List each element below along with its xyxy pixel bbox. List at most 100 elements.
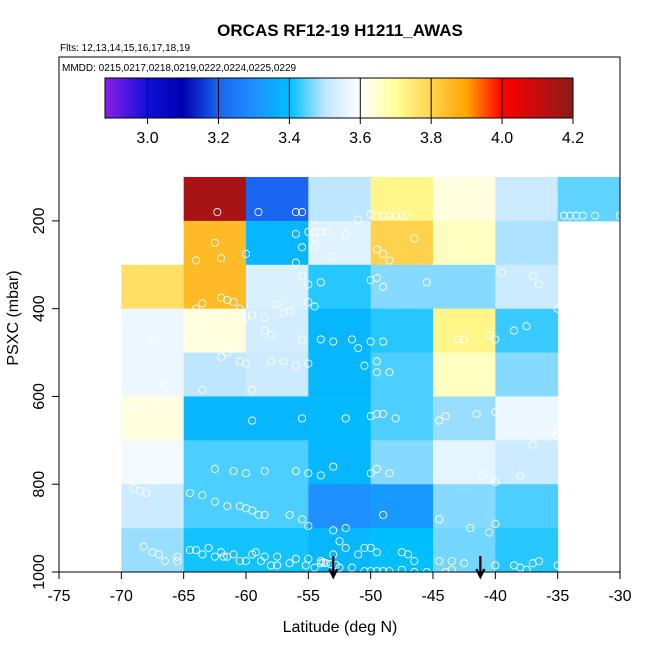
sample-point (254, 208, 263, 217)
sample-point (372, 567, 381, 576)
sample-point (241, 469, 251, 478)
x-tick-label: -35 (546, 588, 569, 605)
sample-point (335, 563, 344, 572)
heatmap-cell (183, 308, 247, 354)
sample-point (326, 560, 335, 569)
sample-point (298, 414, 307, 423)
heatmap-cell (433, 308, 496, 354)
sample-point (260, 326, 269, 335)
heatmap-cell (433, 484, 496, 529)
sample-point (547, 427, 556, 436)
sample-point (298, 271, 307, 280)
sample-point (148, 335, 157, 344)
heatmap-cell (433, 220, 496, 266)
heatmap-cell (121, 528, 185, 573)
sample-point (198, 550, 207, 559)
sample-point (466, 524, 475, 533)
sample-point (528, 440, 537, 449)
x-tick-label: -70 (110, 588, 133, 605)
heatmap-cell (308, 396, 372, 441)
sample-point (485, 330, 494, 340)
heatmap-cell (495, 484, 559, 529)
heatmap-cell (308, 484, 372, 529)
sample-point (219, 552, 228, 561)
sample-point (366, 337, 375, 346)
sample-point (160, 556, 170, 566)
plot-frame (58, 56, 621, 573)
sample-point (139, 542, 148, 551)
sample-point (372, 548, 381, 557)
sample-point (534, 556, 544, 566)
sample-point (379, 510, 388, 519)
y-tick-label: 800 (31, 471, 48, 498)
sample-point (154, 550, 163, 559)
sample-point (497, 268, 506, 277)
sample-point (316, 335, 325, 344)
sample-point (285, 559, 294, 568)
sample-point (410, 234, 419, 243)
dates-label: MMDD: 0215,0217,0218,0219,0222,0224,0225… (62, 63, 297, 74)
sample-point (435, 515, 444, 524)
heatmap-cell (370, 396, 434, 441)
y-tick-label: 400 (31, 295, 48, 322)
colorbar-tick-label: 3.4 (278, 130, 300, 147)
sample-point (341, 543, 350, 552)
colorbar-tick-label: 4.0 (491, 130, 513, 147)
sample-point (453, 335, 462, 344)
x-tick-label: -40 (484, 588, 507, 605)
sample-point (273, 561, 282, 570)
heatmap-cell (495, 352, 559, 397)
heatmap-cell (370, 220, 434, 266)
sample-point (316, 227, 325, 236)
sample-point (553, 304, 562, 313)
sample-point (256, 556, 266, 566)
y-axis-label: PSXC (mbar) (5, 270, 22, 365)
heatmap-cell (183, 264, 247, 310)
sample-point (298, 208, 307, 217)
sample-point (304, 227, 313, 236)
heatmap-cell (246, 484, 309, 529)
sample-point (223, 348, 232, 357)
heatmap-cell (183, 440, 247, 485)
sample-point (379, 567, 388, 576)
sample-point (285, 306, 294, 315)
sample-point (491, 561, 500, 570)
y-tick-label: 1000 (31, 554, 48, 590)
x-tick-label: -50 (359, 588, 382, 605)
sample-point (291, 208, 300, 217)
sample-point (372, 409, 381, 419)
sample-point (379, 409, 388, 419)
sample-point (410, 556, 419, 566)
sample-point (248, 385, 257, 394)
sample-point (360, 543, 369, 552)
sample-point (217, 352, 226, 361)
x-tick-label: -45 (421, 588, 444, 605)
heatmap-cell (121, 440, 185, 485)
sample-point (347, 563, 357, 572)
sample-point (173, 556, 182, 566)
heatmap-cell (183, 528, 247, 573)
heatmap-cell (370, 352, 434, 397)
sample-point (229, 467, 238, 476)
sample-point (160, 381, 170, 390)
sample-point (217, 293, 226, 302)
sample-point (273, 552, 282, 561)
sample-point (260, 510, 269, 519)
sample-point (379, 211, 388, 220)
heatmap-cell (246, 308, 309, 354)
colorbar (104, 77, 574, 119)
sample-point (217, 254, 226, 263)
sample-point (447, 565, 456, 574)
sample-point (142, 488, 151, 498)
heatmap-cell (433, 352, 496, 397)
sample-point (491, 477, 500, 487)
sample-point (266, 561, 275, 570)
sample-point (142, 451, 151, 460)
sample-point (260, 467, 269, 476)
sample-point (441, 412, 450, 421)
sample-point (173, 552, 182, 561)
sample-point (254, 510, 263, 519)
sample-point (129, 405, 138, 414)
sample-point (204, 543, 213, 552)
sample-point (329, 251, 338, 261)
